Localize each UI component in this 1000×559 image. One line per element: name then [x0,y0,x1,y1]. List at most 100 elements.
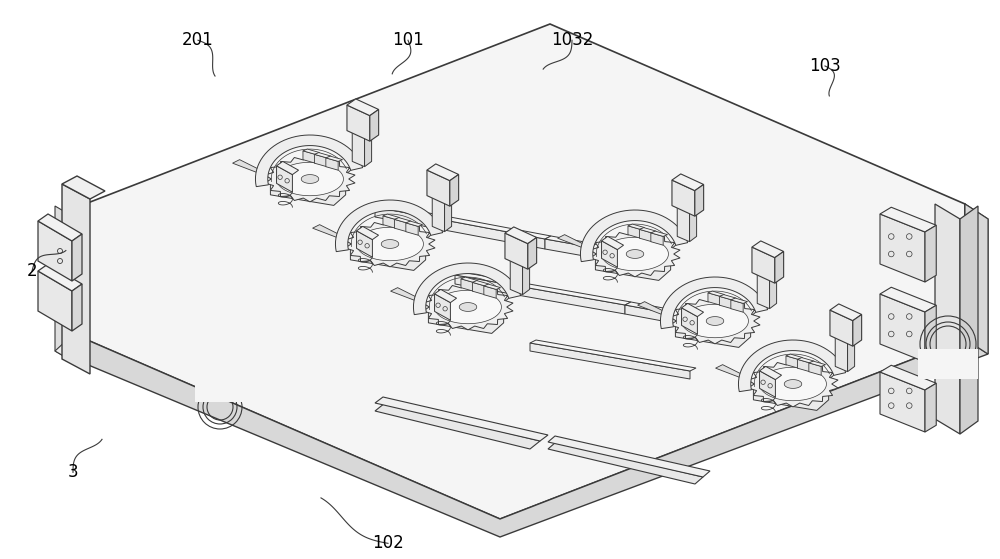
Polygon shape [965,204,988,354]
Polygon shape [62,176,105,199]
Polygon shape [55,206,72,361]
Polygon shape [365,125,372,167]
Polygon shape [233,160,299,190]
Polygon shape [277,166,292,192]
Polygon shape [38,264,82,291]
Polygon shape [753,373,836,380]
Polygon shape [731,298,748,304]
Polygon shape [528,238,537,269]
Polygon shape [960,206,978,434]
Polygon shape [255,135,363,187]
Polygon shape [335,200,443,252]
Polygon shape [265,156,355,202]
Polygon shape [797,358,814,363]
Polygon shape [719,295,736,300]
Polygon shape [62,339,988,537]
Polygon shape [719,296,732,309]
Polygon shape [423,284,513,330]
Polygon shape [357,228,423,260]
Text: 3: 3 [68,463,78,481]
Polygon shape [455,275,625,314]
Polygon shape [545,236,596,247]
Polygon shape [505,233,528,269]
Polygon shape [786,356,798,368]
Polygon shape [383,216,395,228]
Text: 103: 103 [809,57,841,75]
Polygon shape [375,403,540,449]
Text: 2: 2 [27,262,37,280]
Polygon shape [38,214,82,241]
Polygon shape [406,223,418,235]
Polygon shape [706,316,724,325]
Polygon shape [391,288,457,318]
Polygon shape [357,226,379,240]
Polygon shape [925,383,936,432]
Polygon shape [394,219,407,231]
Polygon shape [270,174,346,205]
Polygon shape [435,290,501,324]
Polygon shape [459,302,477,311]
Polygon shape [505,227,537,244]
Polygon shape [682,304,748,338]
Polygon shape [880,365,936,390]
Polygon shape [753,380,829,410]
Polygon shape [381,240,399,248]
Polygon shape [880,207,936,232]
Polygon shape [461,277,478,282]
Polygon shape [484,286,496,298]
Polygon shape [530,343,690,379]
Polygon shape [558,235,624,264]
Polygon shape [716,364,782,395]
Polygon shape [918,349,978,379]
Polygon shape [303,151,315,163]
Polygon shape [760,367,826,401]
Polygon shape [752,241,784,258]
Polygon shape [435,294,450,320]
Polygon shape [690,200,697,241]
Polygon shape [786,354,803,359]
Polygon shape [375,397,548,441]
Polygon shape [406,221,423,226]
Polygon shape [651,233,663,245]
Text: 102: 102 [372,534,404,552]
Polygon shape [748,361,838,407]
Polygon shape [370,110,379,141]
Polygon shape [626,250,644,258]
Polygon shape [760,371,775,397]
Polygon shape [638,302,704,331]
Polygon shape [326,156,343,162]
Polygon shape [427,170,450,206]
Text: 101: 101 [392,31,424,49]
Polygon shape [510,248,530,259]
Polygon shape [880,372,925,432]
Polygon shape [432,190,445,231]
Polygon shape [523,253,530,295]
Polygon shape [352,125,365,167]
Polygon shape [85,24,965,519]
Polygon shape [935,204,960,434]
Polygon shape [301,174,319,183]
Polygon shape [760,366,782,380]
Polygon shape [752,247,775,283]
Polygon shape [375,207,545,249]
Polygon shape [427,164,459,181]
Polygon shape [639,228,656,233]
Polygon shape [352,120,372,131]
Polygon shape [670,298,760,344]
Polygon shape [677,200,690,241]
Polygon shape [450,174,459,206]
Polygon shape [848,330,855,372]
Polygon shape [38,271,72,331]
Polygon shape [602,236,624,250]
Polygon shape [672,180,695,216]
Polygon shape [62,204,85,354]
Polygon shape [925,305,936,362]
Polygon shape [413,263,521,315]
Polygon shape [880,294,925,362]
Polygon shape [472,282,485,295]
Polygon shape [628,226,640,238]
Polygon shape [394,217,411,223]
Polygon shape [455,272,631,305]
Polygon shape [72,284,82,331]
Polygon shape [738,340,846,392]
